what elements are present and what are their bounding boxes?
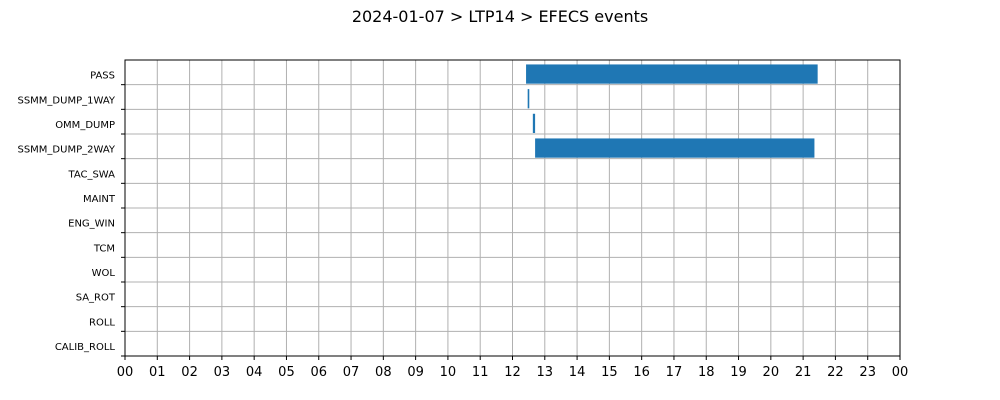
y-category-label: TCM: [93, 243, 115, 254]
x-tick-label: 05: [278, 365, 295, 380]
y-category-label: ENG_WIN: [68, 219, 115, 230]
x-tick-label: 07: [343, 365, 360, 380]
x-tick-label: 21: [795, 365, 812, 380]
event-bar-ssmm-dump-1way: [527, 89, 530, 109]
axis-labels: 00 01 02 03 04 05 06 07 08 09 10 11 12 13 14 15 16 17 18 19…: [17, 71, 908, 380]
x-tick-label: 02: [181, 365, 198, 380]
grid-lines: [124, 60, 901, 356]
x-tick-label: 04: [246, 365, 263, 380]
y-category-label: SSMM_DUMP_1WAY: [17, 95, 115, 106]
x-tick-label: 16: [633, 365, 650, 380]
x-tick-label: 18: [698, 365, 715, 380]
y-category-label: TAC_SWA: [67, 169, 115, 180]
x-tick-label: 14: [569, 365, 586, 380]
x-tick-label: 13: [537, 365, 554, 380]
event-bars: [526, 64, 818, 158]
event-bar-omm-dump: [532, 113, 536, 134]
x-tick-label: 00: [892, 365, 909, 380]
x-tick-label: 08: [375, 365, 392, 380]
x-tick-label: 19: [730, 365, 747, 380]
y-category-label: ROLL: [89, 317, 115, 328]
y-category-label: OMM_DUMP: [55, 120, 115, 131]
x-tick-label: 06: [310, 365, 327, 380]
x-tick-label: 12: [504, 365, 521, 380]
x-tick-label: 09: [407, 365, 424, 380]
x-tick-label: 00: [117, 365, 134, 380]
x-tick-label: 10: [440, 365, 457, 380]
chart-title: 2024-01-07 > LTP14 > EFECS events: [352, 7, 648, 26]
axis-ticks: [121, 84, 901, 360]
x-tick-label: 03: [214, 365, 231, 380]
y-category-label: MAINT: [83, 194, 116, 205]
y-category-label: SA_ROT: [76, 293, 116, 304]
x-tick-label: 22: [827, 365, 844, 380]
event-bar-pass: [526, 64, 818, 84]
x-tick-label: 23: [859, 365, 876, 380]
y-category-label: CALIB_ROLL: [55, 342, 116, 353]
y-category-label: PASS: [90, 71, 115, 82]
x-tick-label: 20: [763, 365, 780, 380]
x-tick-label: 17: [666, 365, 683, 380]
x-tick-label: 01: [149, 365, 166, 380]
x-tick-label: 15: [601, 365, 618, 380]
x-tick-label: 11: [472, 365, 489, 380]
y-category-label: SSMM_DUMP_2WAY: [17, 145, 115, 156]
event-bar-ssmm-dump-2way: [535, 138, 815, 158]
plot-frame: [124, 59, 901, 357]
y-category-label: WOL: [92, 268, 116, 279]
